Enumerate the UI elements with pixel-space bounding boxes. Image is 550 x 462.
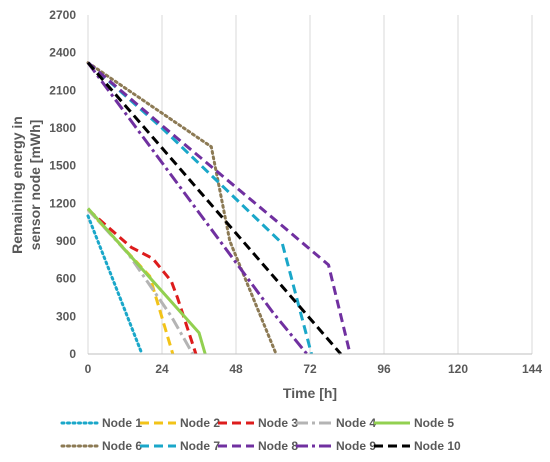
- legend-label-6: Node 6: [102, 439, 142, 453]
- series-line-8: [87, 61, 352, 355]
- x-tick-label-4: 96: [377, 362, 391, 376]
- series-line-9: [86, 61, 309, 355]
- x-tick-label-6: 144: [522, 362, 542, 376]
- legend: Node 1 Node 2 Node 3 Node 4 Node 5 Node 6 Node…: [60, 416, 461, 453]
- legend-label-1: Node 1: [102, 416, 142, 430]
- y-tick-label-8: 2400: [49, 46, 76, 60]
- x-axis-title: Time [h]: [283, 385, 337, 401]
- series-line-4: [86, 208, 195, 355]
- x-tick-label-2: 48: [229, 362, 243, 376]
- series-line-1: [86, 214, 144, 356]
- x-tick-label-5: 120: [448, 362, 468, 376]
- y-tick-label-0: 0: [69, 347, 76, 361]
- y-tick-label-9: 2700: [49, 8, 76, 22]
- grid-lines: [87, 15, 533, 354]
- y-tick-label-7: 2100: [49, 83, 76, 97]
- y-tick-label-2: 600: [56, 272, 76, 286]
- legend-label-3: Node 3: [258, 416, 298, 430]
- x-tick-label-3: 72: [303, 362, 317, 376]
- y-axis-tick-labels: 0 300 600 900 1200 1500 1800 2100 2400 2700: [49, 8, 76, 361]
- y-tick-label-6: 1800: [49, 121, 76, 135]
- x-tick-label-0: 0: [85, 362, 92, 376]
- legend-label-4: Node 4: [336, 416, 376, 430]
- y-tick-label-3: 900: [56, 234, 76, 248]
- series-line-5: [86, 207, 207, 355]
- x-tick-label-1: 24: [155, 362, 169, 376]
- legend-label-10: Node 10: [414, 439, 461, 453]
- y-tick-label-1: 300: [56, 309, 76, 323]
- legend-label-9: Node 9: [336, 439, 376, 453]
- y-tick-label-5: 1500: [49, 159, 76, 173]
- series-lines: [86, 61, 352, 356]
- y-axis-title-line-1: Remaining energy in: [9, 116, 25, 254]
- series-line-3: [87, 208, 198, 355]
- y-axis-title: Remaining energy in sensor node [mWh]: [9, 116, 43, 254]
- y-axis-title-line-2: sensor node [mWh]: [27, 120, 43, 251]
- x-axis-tick-labels: 0 24 48 72 96 120 144: [85, 362, 543, 376]
- series-line-10: [86, 61, 342, 355]
- legend-label-7: Node 7: [180, 439, 220, 453]
- y-tick-label-4: 1200: [49, 196, 76, 210]
- legend-label-2: Node 2: [180, 416, 220, 430]
- legend-label-8: Node 8: [258, 439, 298, 453]
- legend-label-5: Node 5: [414, 416, 454, 430]
- series-line-6: [86, 61, 278, 356]
- series-line-2: [86, 208, 175, 355]
